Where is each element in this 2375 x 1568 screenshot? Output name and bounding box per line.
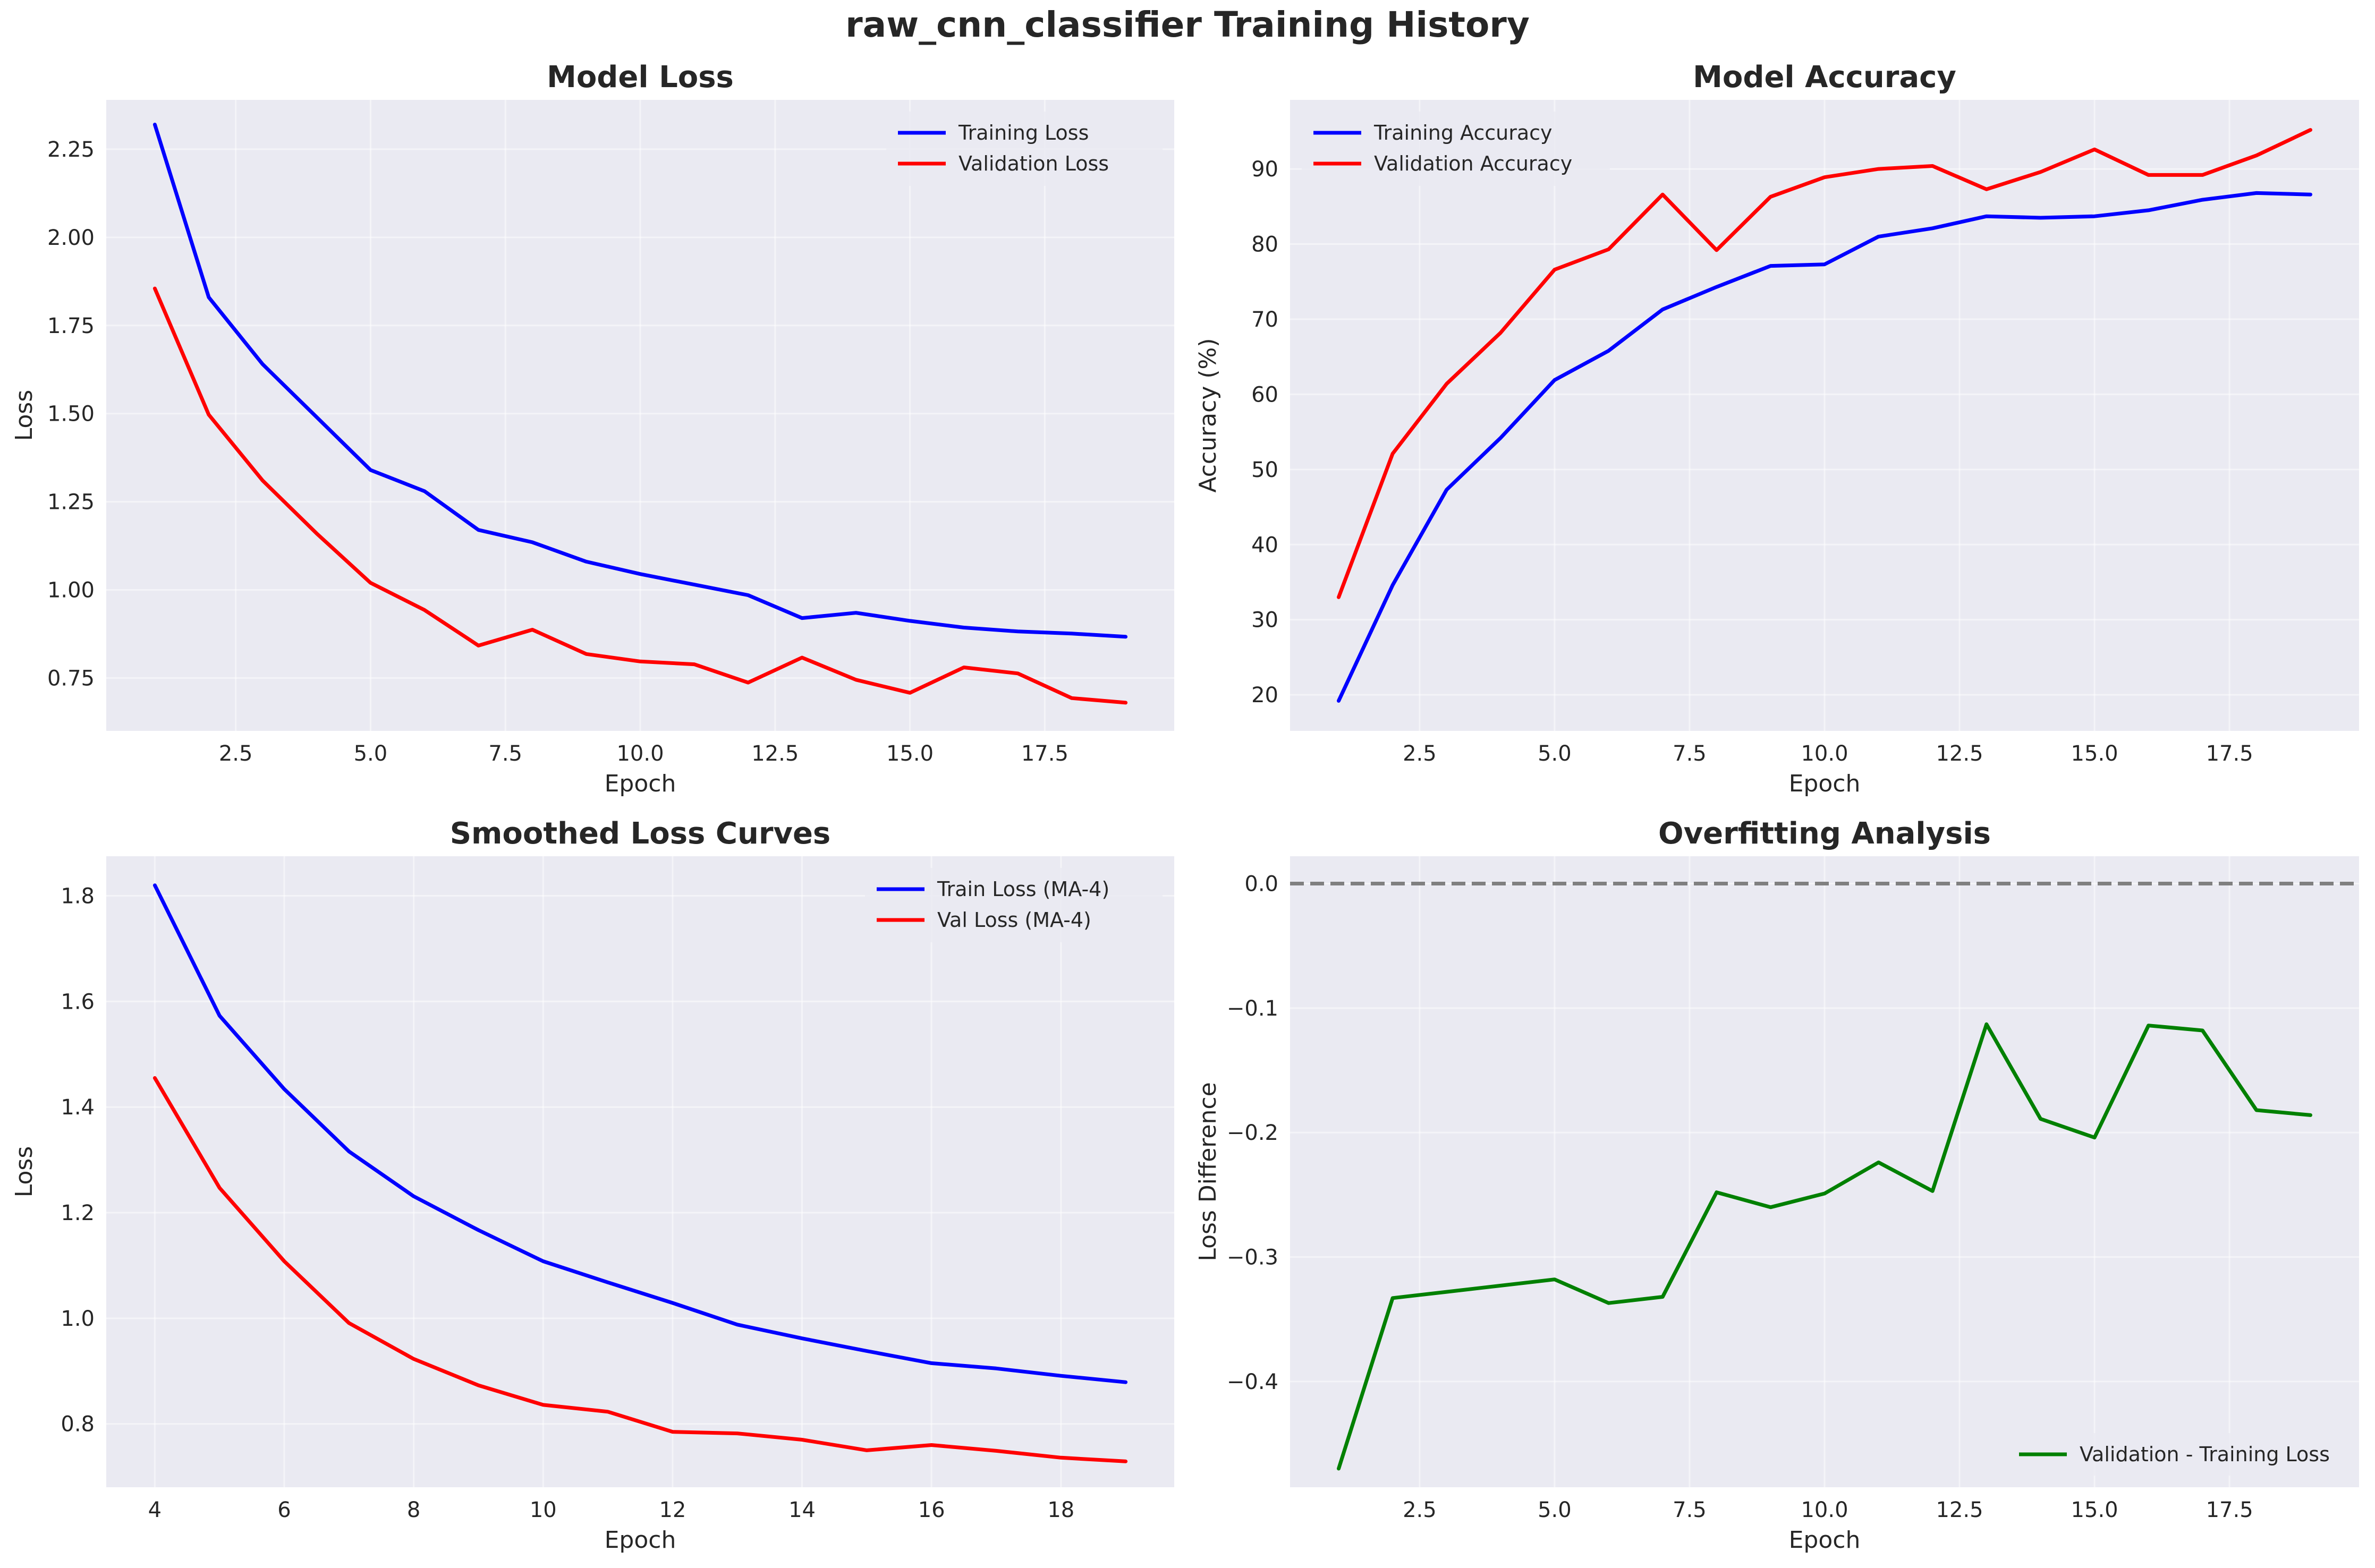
x-tick-label: 15.0: [886, 742, 934, 766]
y-axis-label: Accuracy (%): [1194, 338, 1222, 492]
x-tick-label: 5.0: [1538, 1498, 1572, 1522]
y-tick-label: 50: [1251, 458, 1278, 482]
y-axis-label: Loss: [11, 1146, 38, 1198]
x-tick-label: 10.0: [1801, 742, 1848, 766]
x-tick-label: 4: [148, 1498, 162, 1522]
y-tick-label: 20: [1251, 683, 1278, 708]
y-tick-label: 90: [1251, 157, 1278, 182]
series-line-val-loss-ma-4: [152, 1076, 1128, 1463]
x-tick-label: 15.0: [2071, 1498, 2118, 1522]
y-tick-label: 1.25: [47, 490, 95, 515]
y-tick-label: 70: [1251, 308, 1278, 332]
overfitting-analysis-panel: 2.5 5.0 7.5 10.0 12.5 15.0 17.5 −0.4 −0.3 −0.2 −0.…: [1194, 816, 2359, 1554]
x-tick-label: 17.5: [2206, 742, 2253, 766]
panel-title: Overfitting Analysis: [1658, 816, 1991, 851]
y-tick-label: 2.25: [47, 138, 95, 162]
x-axis-label: Epoch: [605, 1527, 676, 1554]
series-line-validation-loss: [152, 286, 1128, 705]
x-tick-label: 14: [788, 1498, 816, 1522]
y-tick-label: 1.00: [47, 578, 95, 603]
series-line-train-loss-ma-4: [152, 883, 1128, 1384]
x-tick-label: 7.5: [488, 742, 522, 766]
plot-area: [106, 856, 1174, 1487]
y-tick-label: −0.3: [1227, 1246, 1278, 1270]
legend-frame: [865, 868, 1163, 942]
x-axis-label: Epoch: [1789, 1527, 1861, 1554]
y-tick-label: 0.75: [47, 666, 95, 691]
panel-title: Smoothed Loss Curves: [450, 816, 831, 851]
legend: Validation - Training Loss: [2007, 1433, 2347, 1476]
y-tick-label: 1.2: [61, 1201, 95, 1225]
y-tick-label: 2.00: [47, 226, 95, 250]
x-tick-label: 12.5: [1936, 742, 1983, 766]
x-tick-label: 16: [918, 1498, 945, 1522]
x-axis-label: Epoch: [605, 770, 676, 797]
model-loss-panel: 2.5 5.0 7.5 10.0 12.5 15.0 17.5 0.75 1.00 1.25 1.5…: [11, 60, 1174, 797]
y-tick-label: −0.1: [1227, 996, 1278, 1021]
y-tick-label: 80: [1251, 233, 1278, 257]
x-tick-label: 12: [659, 1498, 686, 1522]
y-tick-label: 0.8: [61, 1412, 95, 1437]
y-tick-label: 1.0: [61, 1307, 95, 1331]
legend-label: Validation Accuracy: [1374, 152, 1572, 175]
x-tick-label: 7.5: [1673, 742, 1707, 766]
x-tick-label: 10.0: [616, 742, 664, 766]
legend: Training Accuracy Validation Accuracy: [1302, 112, 1610, 186]
legend-label: Val Loss (MA-4): [937, 908, 1091, 932]
legend-label: Validation Loss: [959, 152, 1109, 175]
figure-title: raw_cnn_classifier Training History: [845, 4, 1530, 45]
x-tick-label: 6: [277, 1498, 291, 1522]
y-tick-label: 30: [1251, 608, 1278, 633]
x-tick-label: 2.5: [1403, 742, 1437, 766]
x-tick-label: 12.5: [1936, 1498, 1983, 1522]
x-tick-label: 5.0: [354, 742, 388, 766]
legend-label: Training Accuracy: [1373, 121, 1553, 144]
y-axis-label: Loss: [11, 390, 38, 441]
smoothed-loss-panel: 4 6 8 10 12 14 16 18 0.8 1.0 1.2 1.4 1.6 1.8 Smoothed …: [11, 816, 1174, 1554]
x-tick-label: 18: [1047, 1498, 1074, 1522]
x-tick-label: 12.5: [751, 742, 799, 766]
legend: Training Loss Validation Loss: [886, 112, 1163, 186]
y-tick-label: 1.8: [61, 884, 95, 909]
series-line-training-accuracy: [1337, 191, 2312, 703]
panel-title: Model Accuracy: [1693, 60, 1956, 95]
series-line-validation-training-loss: [1337, 1022, 2312, 1471]
y-tick-label: 1.75: [47, 314, 95, 338]
x-tick-label: 10: [530, 1498, 557, 1522]
legend-frame: [2007, 1433, 2347, 1476]
y-tick-label: 1.4: [61, 1095, 95, 1120]
y-tick-label: 60: [1251, 382, 1278, 407]
legend-frame: [1302, 112, 1610, 186]
x-axis-label: Epoch: [1789, 770, 1861, 797]
x-tick-label: 17.5: [1021, 742, 1068, 766]
series-line-training-loss: [152, 123, 1128, 639]
legend-label: Train Loss (MA-4): [937, 877, 1109, 901]
model-accuracy-panel: 2.5 5.0 7.5 10.0 12.5 15.0 17.5 20 30 40 50 60 70 80 9…: [1194, 60, 2359, 797]
legend: Train Loss (MA-4) Val Loss (MA-4): [865, 868, 1163, 942]
x-tick-label: 17.5: [2206, 1498, 2253, 1522]
x-tick-label: 10.0: [1801, 1498, 1848, 1522]
y-axis-label: Loss Difference: [1194, 1082, 1222, 1261]
x-tick-label: 7.5: [1673, 1498, 1707, 1522]
y-tick-label: 40: [1251, 533, 1278, 557]
x-tick-label: 8: [407, 1498, 420, 1522]
y-tick-label: −0.4: [1227, 1370, 1278, 1394]
x-tick-label: 5.0: [1538, 742, 1572, 766]
legend-frame: [886, 112, 1163, 186]
panel-title: Model Loss: [547, 60, 734, 95]
y-tick-label: −0.2: [1227, 1121, 1278, 1145]
legend-label: Validation - Training Loss: [2080, 1443, 2330, 1466]
series-line-validation-accuracy: [1337, 128, 2312, 599]
y-tick-label: 0.0: [1244, 872, 1278, 897]
legend-label: Training Loss: [958, 121, 1089, 144]
x-tick-label: 2.5: [1403, 1498, 1437, 1522]
x-tick-label: 2.5: [219, 742, 253, 766]
x-tick-label: 15.0: [2071, 742, 2118, 766]
y-tick-label: 1.6: [61, 990, 95, 1014]
y-tick-label: 1.50: [47, 402, 95, 427]
